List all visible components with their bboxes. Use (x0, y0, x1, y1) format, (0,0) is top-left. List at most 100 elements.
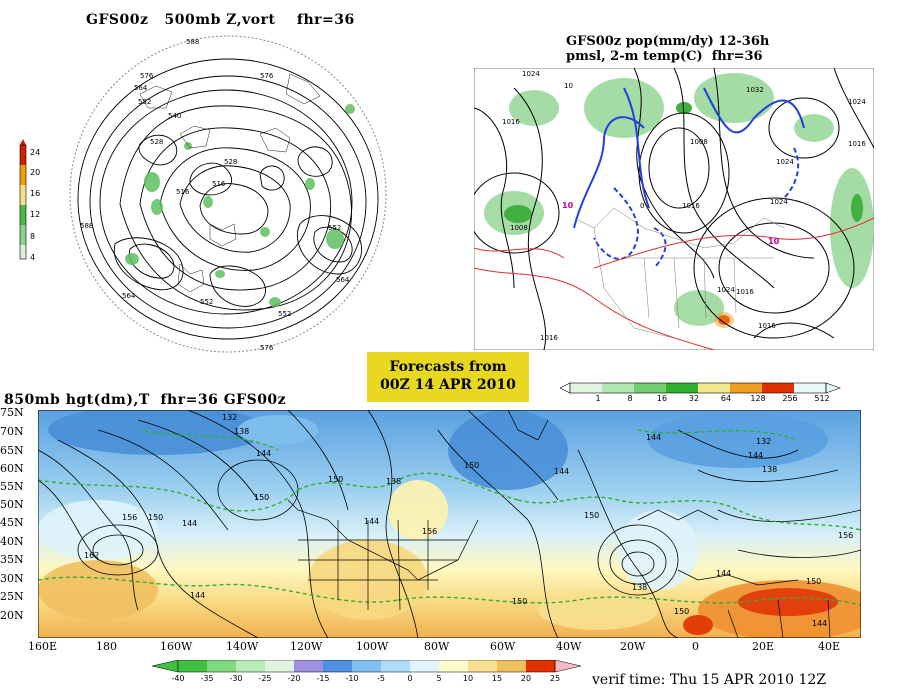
temp-cb-12: 20 (520, 674, 532, 683)
na-cb-32: 32 (688, 394, 700, 403)
p850-lbl-8: 138 (386, 477, 401, 486)
polar-cb-16: 16 (30, 189, 41, 198)
p850-lbl-4: 156 (122, 513, 137, 522)
p850-lbl-0: 132 (222, 413, 237, 422)
na-lbl-14: 10 (564, 82, 573, 90)
lat-30n: 30N (0, 572, 24, 585)
lat-75n: 75N (0, 406, 24, 419)
lat-35n: 35N (0, 553, 24, 566)
p850-lbl-9: 144 (364, 517, 379, 526)
lon-40e: 40E (818, 640, 841, 653)
polar-lbl-5: 528 (150, 138, 163, 146)
p850-lbl-17: 132 (756, 437, 771, 446)
temp-cb-13: 25 (549, 674, 561, 683)
temp-cb-1: -35 (200, 674, 214, 683)
na-lbl-2: 1008 (510, 224, 528, 232)
na-panel-title-1: GFS00z pop(mm/dy) 12-36h (566, 34, 770, 49)
na-cb-128: 128 (750, 394, 766, 403)
temp-cb-11: 15 (491, 674, 503, 683)
polar-map: 588 576 564 552 540 528 516 552 576 564 … (69, 35, 387, 353)
p850-lbl-21: 156 (838, 531, 853, 540)
polar-lbl-12: 528 (224, 158, 237, 166)
temp-cb-8: 0 (407, 674, 413, 683)
p850-lbl-1: 138 (234, 427, 249, 436)
lat-45n: 45N (0, 516, 24, 529)
p850-lbl-6: 144 (182, 519, 197, 528)
p850-panel-title: 850mb hgt(dm),T fhr=36 GFS00z (4, 392, 287, 408)
polar-cb-12: 12 (30, 210, 41, 219)
temp-cb-5: -15 (316, 674, 330, 683)
p850-lbl-26: 150 (806, 577, 821, 586)
p850-lbl-22: 144 (716, 569, 731, 578)
p850-lbl-15: 150 (512, 597, 527, 606)
lat-20n: 20N (0, 609, 24, 622)
p850-lbl-23: 138 (632, 583, 647, 592)
na-lbl-11: 1016 (758, 322, 776, 330)
banner-line-1: Forecasts from (389, 359, 507, 375)
temp-cb-4: -20 (287, 674, 301, 683)
p850-lbl-25: 144 (812, 619, 827, 628)
temp-cb-0: -40 (171, 674, 185, 683)
lon-120w: 120W (290, 640, 323, 653)
polar-lbl-0: 588 (186, 38, 199, 46)
polar-cb-8: 8 (30, 232, 36, 241)
polar-lbl-2: 564 (134, 84, 148, 92)
lon-180: 180 (96, 640, 117, 653)
temp-cb-7: -5 (377, 674, 385, 683)
lon-20w: 20W (620, 640, 646, 653)
na-lbl-10: 1024 (717, 286, 735, 294)
polar-colorbar (19, 139, 27, 260)
na-cb-16: 16 (656, 394, 668, 403)
p850-lbl-7: 150 (148, 513, 163, 522)
p850-lbl-14: 150 (464, 461, 479, 470)
na-lbl-15: 0 (640, 202, 644, 210)
forecast-banner: Forecasts from 00Z 14 APR 2010 (367, 352, 529, 402)
na-cb-1: 1 (595, 394, 601, 403)
na-lbl-4: 1024 (848, 98, 866, 106)
na-lbl-13: 1016 (682, 202, 700, 210)
na-colorbar (560, 382, 841, 394)
lon-80w: 80W (424, 640, 450, 653)
temp-cb-2: -30 (229, 674, 243, 683)
polar-lbl-6: 516 (176, 188, 190, 196)
na-lbl-7: 1016 (848, 140, 866, 148)
temp-cb-10: 10 (462, 674, 474, 683)
lon-60w: 60W (490, 640, 516, 653)
lat-55n: 55N (0, 480, 24, 493)
lat-25n: 25N (0, 590, 24, 603)
polar-lbl-7: 552 (328, 224, 341, 232)
na-lbl-17: 10 (562, 201, 574, 210)
polar-lbl-16: 588 (80, 222, 93, 230)
p850-lbl-19: 144 (748, 451, 763, 460)
na-cb-64: 64 (720, 394, 732, 403)
temp-colorbar (152, 660, 582, 673)
p850-lbl-12: 144 (190, 591, 205, 600)
lat-65n: 65N (0, 444, 24, 457)
temp-cb-3: -25 (258, 674, 272, 683)
polar-lbl-4: 540 (168, 112, 181, 120)
polar-lbl-10: 552 (200, 298, 213, 306)
p850-lbl-16: 144 (646, 433, 661, 442)
polar-lbl-1: 576 (140, 72, 154, 80)
verif-time: verif time: Thu 15 APR 2010 12Z (592, 672, 827, 688)
p850-lbl-2: 144 (256, 449, 271, 458)
polar-lbl-11: 516 (212, 180, 226, 188)
lat-40n: 40N (0, 535, 24, 548)
p850-lbl-13: 144 (554, 467, 569, 476)
lon-20e: 20E (752, 640, 775, 653)
p850-map: 132 138 144 150 156 162 144 150 138 144 … (38, 410, 861, 638)
na-cb-8: 8 (627, 394, 633, 403)
lon-160w: 160W (160, 640, 193, 653)
na-lbl-0: 1024 (522, 70, 540, 78)
banner-line-2: 00Z 14 APR 2010 (380, 377, 516, 393)
p850-lbl-10: 150 (328, 475, 343, 484)
polar-cb-4: 4 (30, 253, 36, 262)
lon-40w: 40W (556, 640, 582, 653)
na-lbl-5: 1032 (746, 86, 764, 94)
lat-60n: 60N (0, 462, 24, 475)
lon-140w: 140W (226, 640, 259, 653)
lat-70n: 70N (0, 425, 24, 438)
na-cb-256: 256 (782, 394, 798, 403)
lon-0: 0 (692, 640, 699, 653)
p850-lbl-11: 156 (422, 527, 437, 536)
